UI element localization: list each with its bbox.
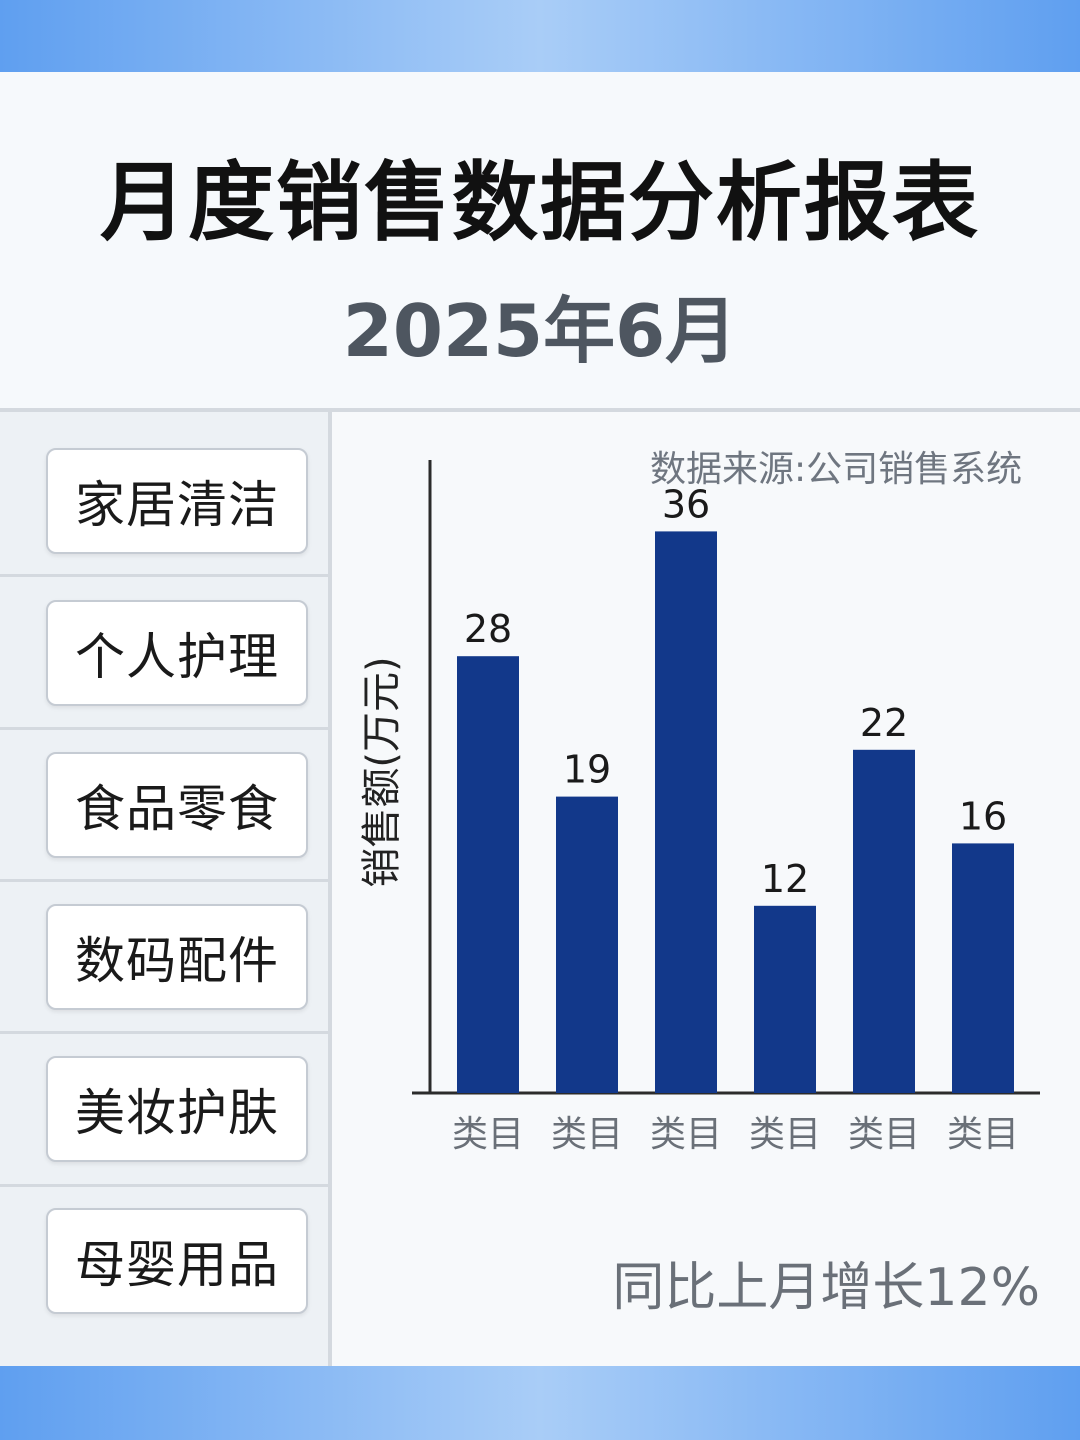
x-tick-label: 类目 — [947, 1114, 1019, 1155]
top-gradient-band — [0, 0, 1080, 72]
category-button-digital-accessories[interactable]: 数码配件 — [46, 904, 308, 1010]
data-label: 22 — [860, 701, 908, 745]
data-label: 36 — [662, 482, 710, 526]
category-button-home-cleaning[interactable]: 家居清洁 — [46, 448, 308, 554]
bar — [853, 749, 915, 1093]
data-source-note: 数据来源:公司销售系统 — [650, 449, 1023, 490]
bar — [457, 656, 519, 1093]
sidebar-row-separator — [0, 1031, 328, 1034]
y-axis-label: 销售额(万元) — [359, 656, 405, 887]
bottom-gradient-band — [0, 1366, 1080, 1440]
x-tick-label: 类目 — [551, 1114, 623, 1155]
x-tick-label: 类目 — [749, 1114, 821, 1155]
sidebar-row-separator — [0, 574, 328, 577]
category-button-mother-baby[interactable]: 母婴用品 — [46, 1208, 308, 1314]
category-button-food-snacks[interactable]: 食品零食 — [46, 752, 308, 858]
bar — [952, 843, 1014, 1093]
data-label: 16 — [959, 794, 1007, 838]
sidebar-row-separator — [0, 1184, 328, 1187]
x-tick-label: 类目 — [650, 1114, 722, 1155]
page-title: 月度销售数据分析报表 — [100, 153, 980, 253]
x-tick-label: 类目 — [848, 1114, 920, 1155]
sidebar-divider — [328, 412, 332, 1366]
category-sidebar — [0, 412, 328, 1366]
yoy-growth-note: 同比上月增长12% — [612, 1258, 1040, 1318]
title-area — [0, 72, 1080, 410]
header-divider — [0, 408, 1080, 412]
sidebar-row-separator — [0, 727, 328, 730]
report-date: 2025年6月 — [342, 289, 738, 373]
bar — [655, 531, 717, 1093]
category-button-personal-care[interactable]: 个人护理 — [46, 600, 308, 706]
x-tick-label: 类目 — [452, 1114, 524, 1155]
data-label: 19 — [563, 748, 611, 792]
bar — [754, 905, 816, 1093]
data-label: 12 — [761, 857, 809, 901]
bar — [556, 796, 618, 1093]
category-button-beauty-skincare[interactable]: 美妆护肤 — [46, 1056, 308, 1162]
data-label: 28 — [464, 607, 512, 651]
sidebar-row-separator — [0, 879, 328, 882]
